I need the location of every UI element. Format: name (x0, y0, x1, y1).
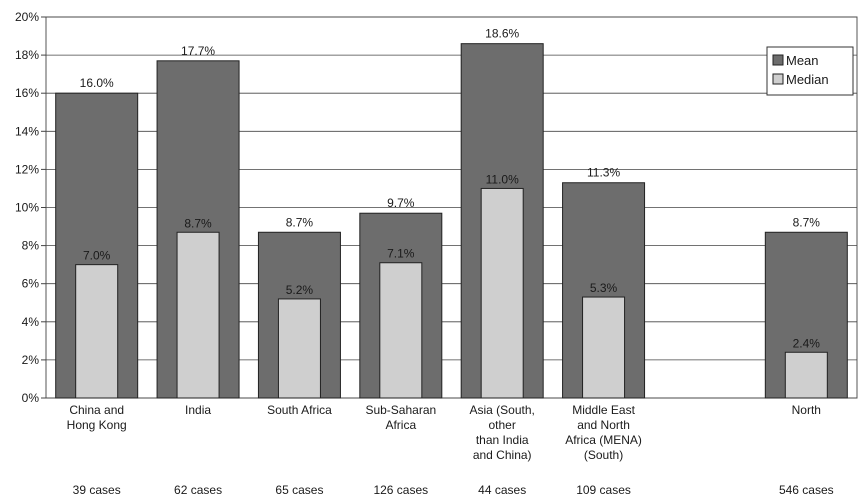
x-category-label: Sub-Saharan Africa (365, 403, 436, 432)
data-label-mean: 8.7% (286, 215, 314, 229)
x-category-label: India (185, 403, 211, 417)
case-count-label: 44 cases (478, 483, 526, 497)
x-category-label-line: India (185, 403, 211, 417)
bar-median (784, 351, 828, 399)
x-category-label-line: Sub-Saharan (365, 403, 436, 417)
case-count-label: 126 cases (373, 483, 428, 497)
x-category-label-line: Africa (MENA) (565, 433, 642, 447)
bar-median (75, 264, 119, 399)
data-label-mean: 8.7% (793, 215, 821, 229)
x-category-label-line: than India (476, 433, 529, 447)
y-tick-label: 18% (15, 48, 39, 62)
x-category-label: North (792, 403, 821, 417)
x-category-label-line: Middle East (572, 403, 635, 417)
data-label-mean: 11.3% (587, 166, 620, 180)
bar-median (480, 187, 524, 399)
bar-median (277, 298, 321, 399)
y-tick-label: 2% (22, 353, 40, 367)
y-tick-label: 4% (22, 315, 40, 329)
y-tick-label: 20% (15, 10, 39, 24)
x-category-label-line: Hong Kong (67, 418, 127, 432)
data-label-median: 8.7% (184, 216, 212, 230)
x-category-label-line: and North (577, 418, 630, 432)
x-category-label-line: Africa (385, 418, 416, 432)
data-label-mean: 16.0% (80, 76, 114, 90)
x-category-label: China and Hong Kong (67, 403, 127, 432)
bar-median (379, 262, 423, 399)
case-count-label: 546 cases (779, 483, 834, 497)
data-label-mean: 17.7% (181, 44, 215, 58)
data-label-median: 5.3% (590, 281, 618, 295)
case-count-label: 109 cases (576, 483, 631, 497)
x-category-label-line: China and (69, 403, 124, 417)
legend-swatch (772, 73, 784, 85)
case-count-label: 62 cases (174, 483, 222, 497)
x-category-label: Asia (South, other than India and China) (470, 403, 535, 462)
data-label-median: 7.1% (387, 247, 415, 261)
x-category-label-line: and China) (473, 448, 532, 462)
legend-label: Median (786, 72, 829, 87)
legend-swatch (772, 54, 784, 66)
x-category-label-line: (South) (584, 448, 623, 462)
y-tick-label: 10% (15, 201, 39, 215)
bars: 16.0% 7.0% 17.7% 8.7% 8.7% 5.2% 9.7% 7.1% 18.6% 1… (55, 27, 848, 399)
x-category-label-line: South Africa (267, 403, 332, 417)
bar-median (582, 296, 626, 399)
legend: Mean Median (766, 46, 854, 96)
x-axis: China and Hong Kong 39 cases India 62 cases S… (67, 403, 834, 497)
case-count-label: 65 cases (275, 483, 323, 497)
data-label-median: 5.2% (286, 283, 314, 297)
y-tick-label: 12% (15, 162, 39, 176)
data-label-median: 11.0% (486, 172, 519, 186)
y-tick-label: 6% (22, 277, 40, 291)
data-label-mean: 9.7% (387, 196, 415, 210)
case-count-label: 39 cases (73, 483, 121, 497)
data-label-median: 7.0% (83, 249, 111, 263)
x-category-label-line: other (489, 418, 516, 432)
x-category-label-line: Asia (South, (470, 403, 535, 417)
y-tick-label: 8% (22, 239, 40, 253)
x-category-label: Middle East and North Africa (MENA) (South) (565, 403, 642, 462)
y-axis: 0% 2% 4% 6% 8% 10% 12% 14% 16% 18% 20% (15, 10, 46, 405)
bar-median (176, 231, 220, 399)
y-tick-label: 0% (22, 391, 40, 405)
data-label-mean: 18.6% (485, 27, 519, 41)
data-label-median: 2.4% (793, 336, 821, 350)
x-category-label: South Africa (267, 403, 332, 417)
legend-label: Mean (786, 53, 819, 68)
y-tick-label: 16% (15, 86, 39, 100)
y-tick-label: 14% (15, 124, 39, 138)
x-category-label-line: North (792, 403, 821, 417)
